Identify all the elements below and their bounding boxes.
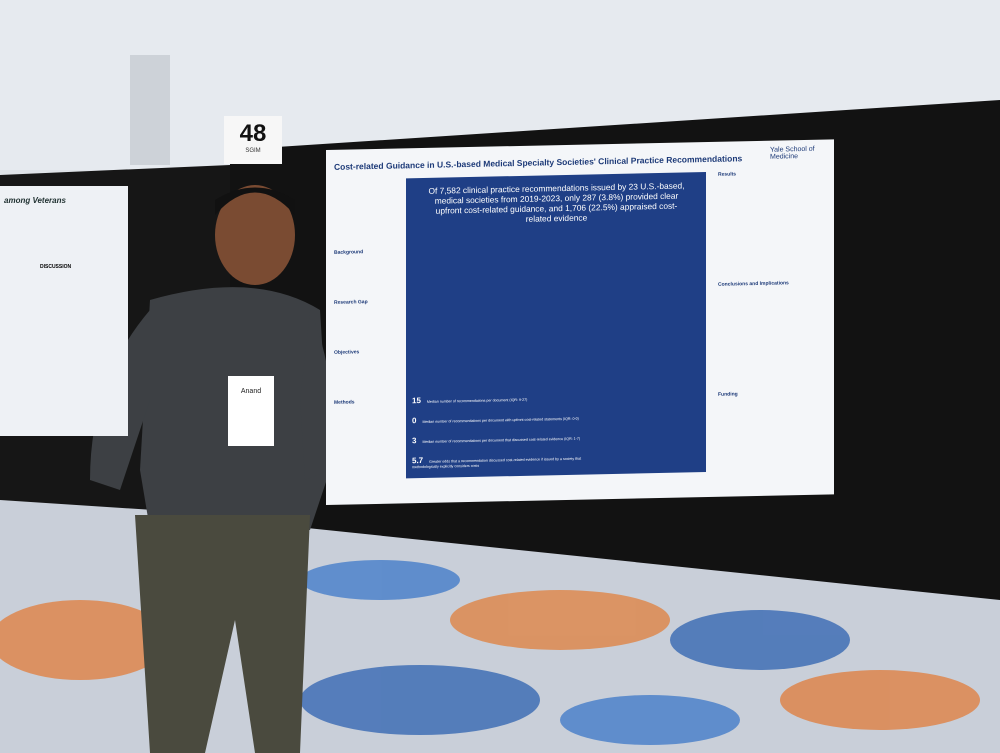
poster-institution: Yale School of Medicine — [770, 145, 815, 161]
poster-title: Cost-related Guidance in U.S.-based Medi… — [334, 153, 743, 172]
section-header: Funding — [718, 391, 738, 398]
left-poster-title: among Veterans — [4, 196, 66, 205]
left-poster-section: DISCUSSION — [40, 264, 72, 270]
poster-center: Of 7,582 clinical practice recommendatio… — [406, 172, 706, 479]
stat-label: Median number of recommendations per doc… — [422, 416, 579, 424]
stat-value: 5.7 — [412, 455, 424, 466]
stat-row: 15 Median number of recommendations per d… — [412, 393, 582, 406]
section-header: Results — [718, 171, 737, 178]
stat-value: 0 — [412, 416, 417, 426]
poster-headline: Of 7,582 clinical practice recommendatio… — [428, 180, 685, 225]
stat-label: Greater odds that a recommendation discu… — [412, 456, 582, 470]
stat-label: Median number of recommendations per doc… — [426, 397, 528, 404]
left-poster: among Veterans DISCUSSION — [0, 186, 128, 436]
stat-row: 5.7 Greater odds that a recommendation di… — [412, 453, 582, 470]
stat-label: Median number of recommendations per doc… — [422, 436, 581, 444]
pillar — [130, 55, 170, 165]
section-header: Research Gap — [334, 299, 368, 306]
stat-value: 3 — [412, 436, 417, 446]
section-header: Objectives — [334, 349, 360, 356]
poster: Cost-related Guidance in U.S.-based Medi… — [326, 139, 834, 505]
stat-row: 0 Median number of recommendations per do… — [412, 413, 582, 426]
badge-name: Anand — [240, 388, 262, 395]
booth-number: 48 — [239, 120, 267, 147]
section-header: Background — [334, 249, 364, 256]
stat-value: 15 — [412, 396, 421, 406]
carpet-pattern — [0, 560, 980, 745]
section-header: Conclusions and Implications — [718, 280, 789, 288]
booth-org: SGIM — [245, 148, 261, 154]
stat-row: 3 Median number of recommendations per do… — [412, 433, 582, 446]
stats: 15 Median number of recommendations per d… — [406, 172, 706, 469]
name-badge: Anand — [228, 376, 274, 446]
section-header: Methods — [334, 399, 355, 406]
booth-sign: 48 SGIM — [224, 116, 282, 164]
